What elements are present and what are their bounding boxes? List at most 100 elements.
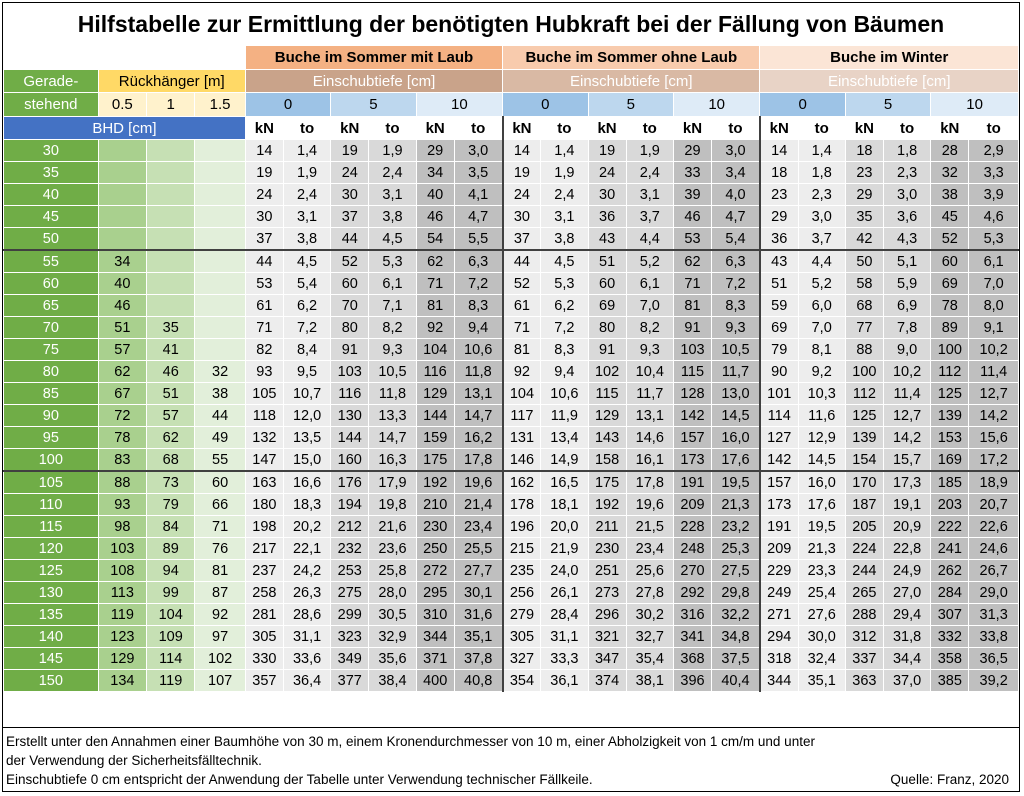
kn-cell: 60 xyxy=(587,272,627,295)
table-row: 120 103 89 76 217 22,1 232 23,6 250 25,5 215 21,9 23… xyxy=(3,537,1019,560)
to-cell: 4,5 xyxy=(540,249,589,273)
table-row: 90 72 57 44 118 12,0 130 13,3 144 14,7 117 11,9 129 1… xyxy=(3,404,1019,427)
kn-cell: 212 xyxy=(330,515,370,538)
footer-line-3: Einschubtiefe 0 cm entspricht der Anwend… xyxy=(6,772,593,787)
rueck-1-5-cell: 32 xyxy=(194,360,246,383)
to-cell: 28,0 xyxy=(368,581,417,604)
to-cell: 10,5 xyxy=(368,360,417,383)
to-cell: 1,8 xyxy=(797,161,846,184)
rueck-0-5-cell: 40 xyxy=(97,272,148,295)
to-cell: 10,4 xyxy=(625,360,674,383)
rueck-0-5-cell: 51 xyxy=(97,316,148,339)
kn-cell: 29 xyxy=(672,139,713,162)
geradestehend-label-2: stehend xyxy=(3,92,99,117)
to-cell: 11,9 xyxy=(540,404,589,427)
kn-cell: 14 xyxy=(501,139,542,162)
bhd-cell: 130 xyxy=(3,581,99,604)
rueck-0-5-cell: 134 xyxy=(97,669,148,692)
kn-cell: 265 xyxy=(844,581,884,604)
rueck-0-5-cell: 78 xyxy=(97,426,148,449)
kn-cell: 115 xyxy=(587,382,627,405)
to-cell: 1,4 xyxy=(797,139,846,162)
to-cell: 19,8 xyxy=(368,493,417,516)
to-cell: 14,2 xyxy=(882,426,932,449)
rueck-0-5-cell xyxy=(97,205,148,228)
geradestehend-label-1: Gerade- xyxy=(3,69,99,93)
unit-to-header: to xyxy=(711,116,761,140)
kn-cell: 262 xyxy=(930,559,970,582)
to-cell: 4,5 xyxy=(282,249,332,273)
kn-cell: 116 xyxy=(330,382,370,405)
to-cell: 8,3 xyxy=(453,294,504,317)
to-cell: 8,3 xyxy=(540,338,589,361)
rueck-1-5-cell: 60 xyxy=(194,470,246,494)
kn-cell: 37 xyxy=(330,205,370,228)
kn-cell: 175 xyxy=(587,470,627,494)
to-cell: 13,4 xyxy=(540,426,589,449)
kn-cell: 270 xyxy=(672,559,713,582)
kn-cell: 114 xyxy=(758,404,799,427)
footer-notes: Erstellt unter den Annahmen einer Baumhö… xyxy=(3,727,1019,789)
bhd-cell: 90 xyxy=(3,404,99,427)
kn-cell: 162 xyxy=(501,470,542,494)
to-cell: 11,6 xyxy=(797,404,846,427)
kn-cell: 104 xyxy=(501,382,542,405)
kn-cell: 222 xyxy=(930,515,970,538)
to-cell: 15,0 xyxy=(282,448,332,472)
kn-cell: 34 xyxy=(415,161,455,184)
kn-cell: 258 xyxy=(244,581,284,604)
rueck-0-5-cell: 34 xyxy=(97,249,148,273)
to-cell: 19,5 xyxy=(797,515,846,538)
to-cell: 5,3 xyxy=(368,249,417,273)
rueck-0-5-cell: 46 xyxy=(97,294,148,317)
kn-cell: 36 xyxy=(758,227,799,251)
rueck-1-cell xyxy=(146,161,196,184)
to-cell: 7,2 xyxy=(540,316,589,339)
to-cell: 12,7 xyxy=(968,382,1019,405)
bhd-cell: 55 xyxy=(3,249,99,273)
bhd-cell: 75 xyxy=(3,338,99,361)
to-cell: 13,3 xyxy=(368,404,417,427)
to-cell: 13,5 xyxy=(282,426,332,449)
rueck-1-5-cell xyxy=(194,139,246,162)
rueck-1-5-cell xyxy=(194,338,246,361)
to-cell: 27,7 xyxy=(453,559,504,582)
kn-cell: 117 xyxy=(501,404,542,427)
rueck-0-5-cell xyxy=(97,139,148,162)
to-cell: 26,3 xyxy=(282,581,332,604)
rueck-1-cell: 94 xyxy=(146,559,196,582)
to-cell: 5,3 xyxy=(968,227,1019,251)
kn-cell: 139 xyxy=(930,404,970,427)
kn-cell: 91 xyxy=(672,316,713,339)
to-cell: 1,9 xyxy=(625,139,674,162)
kn-cell: 36 xyxy=(587,205,627,228)
to-cell: 5,4 xyxy=(711,227,761,251)
rueck-1-5-cell xyxy=(194,227,246,251)
rueck-1-cell xyxy=(146,294,196,317)
kn-cell: 341 xyxy=(672,625,713,648)
bhd-cell: 35 xyxy=(3,161,99,184)
to-cell: 16,3 xyxy=(368,448,417,472)
table-row: 150 134 119 107 357 36,4 377 38,4 400 40,8 354 36,1… xyxy=(3,669,1019,692)
kn-cell: 209 xyxy=(758,537,799,560)
kn-cell: 275 xyxy=(330,581,370,604)
kn-cell: 187 xyxy=(844,493,884,516)
einschub-5: 5 xyxy=(330,92,417,117)
kn-cell: 38 xyxy=(930,183,970,206)
einschubtiefe-label-winter: Einschubtiefe [cm] xyxy=(759,69,1019,93)
to-cell: 9,5 xyxy=(282,360,332,383)
to-cell: 9,3 xyxy=(625,338,674,361)
to-cell: 24,6 xyxy=(968,537,1019,560)
to-cell: 21,3 xyxy=(711,493,761,516)
to-cell: 25,8 xyxy=(368,559,417,582)
rueck-0-5-cell: 93 xyxy=(97,493,148,516)
rueck-0-5-cell xyxy=(97,227,148,251)
kn-cell: 295 xyxy=(415,581,455,604)
to-cell: 21,5 xyxy=(625,515,674,538)
unit-kn-header: kN xyxy=(587,116,627,140)
kn-cell: 18 xyxy=(844,139,884,162)
footer-line-1: Erstellt unter den Annahmen einer Baumhö… xyxy=(6,734,815,749)
to-cell: 3,1 xyxy=(282,205,332,228)
bhd-cell: 60 xyxy=(3,272,99,295)
kn-cell: 24 xyxy=(330,161,370,184)
